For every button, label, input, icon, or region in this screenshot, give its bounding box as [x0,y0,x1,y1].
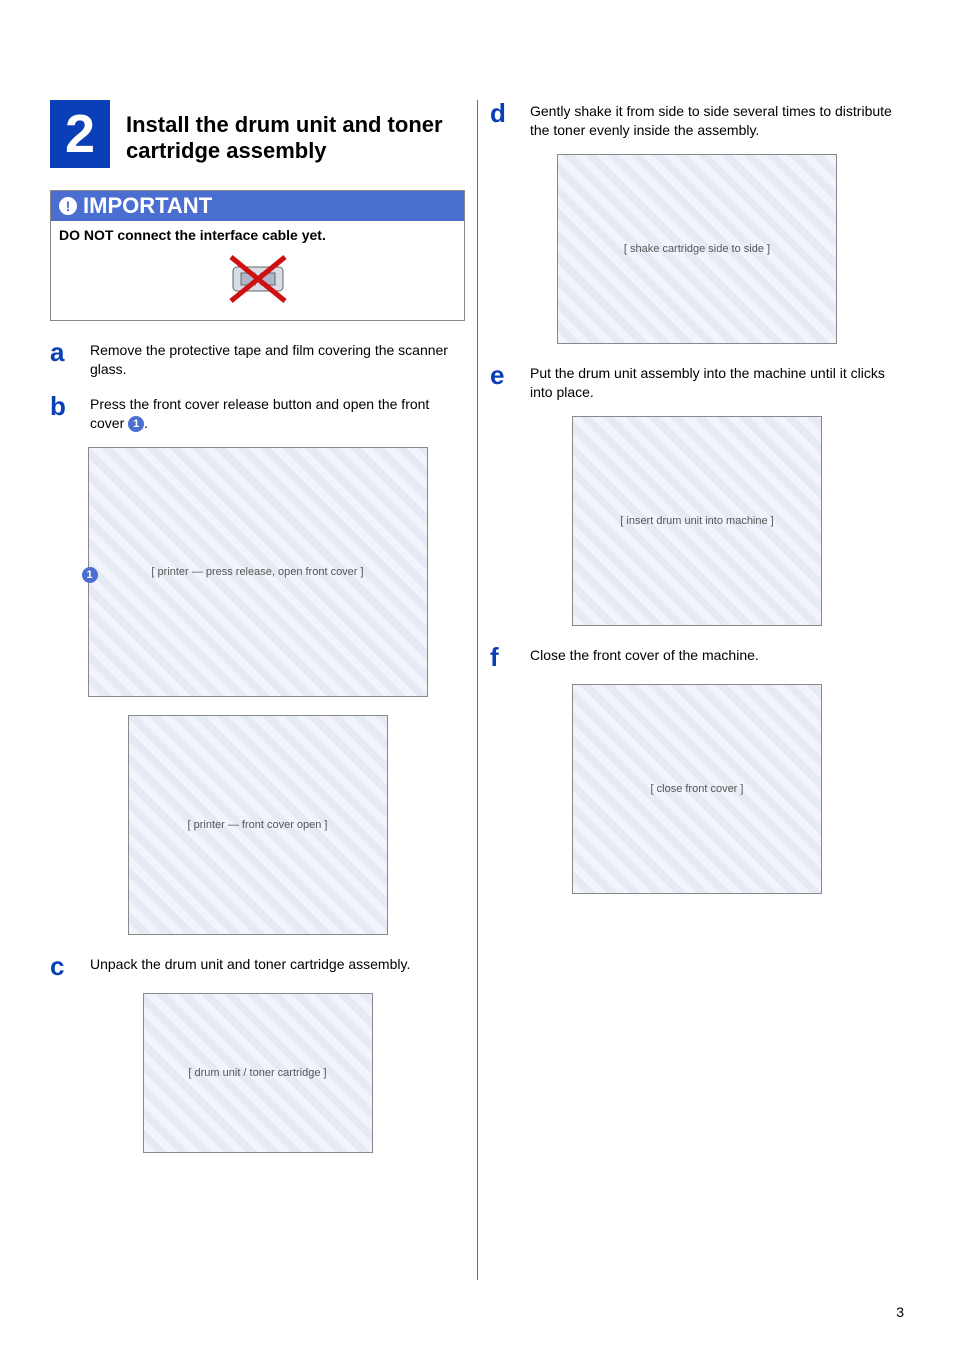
left-column: 2 Install the drum unit and toner cartri… [50,100,477,1280]
warning-icon: ! [59,197,77,215]
columns: 2 Install the drum unit and toner cartri… [50,100,904,1280]
substep-letter-b: b [50,393,90,433]
figure-e-image: [ insert drum unit into machine ] [572,416,822,626]
figure-b2-image: [ printer — front cover open ] [128,715,388,935]
figure-f: [ close front cover ] [490,684,904,894]
callout-1-badge-icon: 1 [82,567,98,583]
step-header: 2 Install the drum unit and toner cartri… [50,100,465,168]
figure-b1: 1 [ printer — press release, open front … [50,447,465,697]
substep-b: b Press the front cover release button a… [50,393,465,433]
substep-c: c Unpack the drum unit and toner cartrid… [50,953,465,979]
important-label: IMPORTANT [83,193,212,219]
substep-b-text: Press the front cover release button and… [90,393,465,433]
substep-d: d Gently shake it from side to side seve… [490,100,904,140]
important-header: ! IMPORTANT [51,191,464,221]
substep-f: f Close the front cover of the machine. [490,644,904,670]
figure-b1-image: [ printer — press release, open front co… [88,447,428,697]
substep-letter-c: c [50,953,90,979]
substep-letter-d: d [490,100,530,140]
substep-b-text-post: . [144,415,148,431]
substep-e: e Put the drum unit assembly into the ma… [490,362,904,402]
figure-d: [ shake cartridge side to side ] [490,154,904,344]
important-figure [59,249,456,312]
important-text: DO NOT connect the interface cable yet. [59,227,456,243]
step-title: Install the drum unit and toner cartridg… [126,100,465,165]
right-column: d Gently shake it from side to side seve… [477,100,904,1280]
page-number: 3 [896,1304,904,1320]
figure-c: [ drum unit / toner cartridge ] [50,993,465,1153]
figure-b2: [ printer — front cover open ] [50,715,465,935]
figure-c-image: [ drum unit / toner cartridge ] [143,993,373,1153]
substep-f-text: Close the front cover of the machine. [530,644,904,670]
important-body: DO NOT connect the interface cable yet. [51,221,464,320]
substep-a-text: Remove the protective tape and film cove… [90,339,465,379]
figure-d-image: [ shake cartridge side to side ] [557,154,837,344]
substep-e-text: Put the drum unit assembly into the mach… [530,362,904,402]
step-number-box: 2 [50,100,110,168]
cable-prohibited-icon [223,249,293,309]
figure-f-image: [ close front cover ] [572,684,822,894]
substep-letter-f: f [490,644,530,670]
substep-letter-e: e [490,362,530,402]
substep-c-text: Unpack the drum unit and toner cartridge… [90,953,465,979]
callout-1-inline-icon: 1 [128,416,144,432]
substep-letter-a: a [50,339,90,379]
substep-d-text: Gently shake it from side to side severa… [530,100,904,140]
important-box: ! IMPORTANT DO NOT connect the interface… [50,190,465,321]
figure-e: [ insert drum unit into machine ] [490,416,904,626]
substep-a: a Remove the protective tape and film co… [50,339,465,379]
